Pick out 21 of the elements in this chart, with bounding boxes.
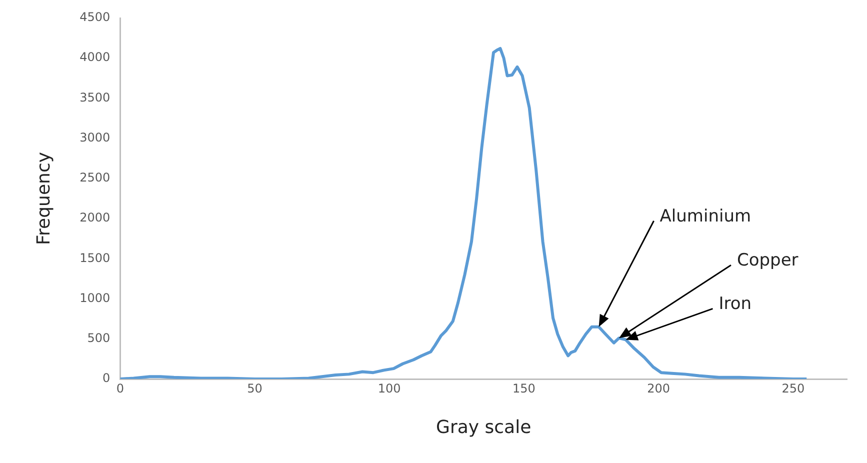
y-tick-label: 3500 bbox=[80, 90, 110, 104]
x-tick-label: 0 bbox=[116, 381, 124, 396]
y-axis-title: Frequency bbox=[33, 152, 54, 245]
x-tick-label: 100 bbox=[378, 381, 401, 396]
y-tick-label: 1000 bbox=[80, 290, 110, 305]
x-axis-title: Gray scale bbox=[436, 416, 532, 438]
y-tick-label: 2500 bbox=[80, 170, 110, 185]
y-tick-label: 4500 bbox=[80, 10, 110, 24]
annotation: Copper bbox=[736, 250, 798, 271]
y-tick-label: 3000 bbox=[80, 130, 110, 144]
y-tick-label: 4000 bbox=[80, 50, 110, 64]
x-tick-label: 150 bbox=[512, 381, 536, 396]
x-tick-label: 200 bbox=[647, 381, 670, 396]
y-tick-label: 1500 bbox=[80, 250, 110, 265]
x-tick-label: 250 bbox=[782, 381, 805, 396]
y-tick-label: 0 bbox=[102, 371, 110, 386]
y-tick-label: 500 bbox=[87, 331, 110, 346]
annotation: Iron bbox=[718, 294, 752, 314]
x-tick-label: 50 bbox=[247, 381, 262, 396]
y-tick-label: 2000 bbox=[80, 210, 110, 225]
annotation: Aluminium bbox=[660, 206, 752, 226]
